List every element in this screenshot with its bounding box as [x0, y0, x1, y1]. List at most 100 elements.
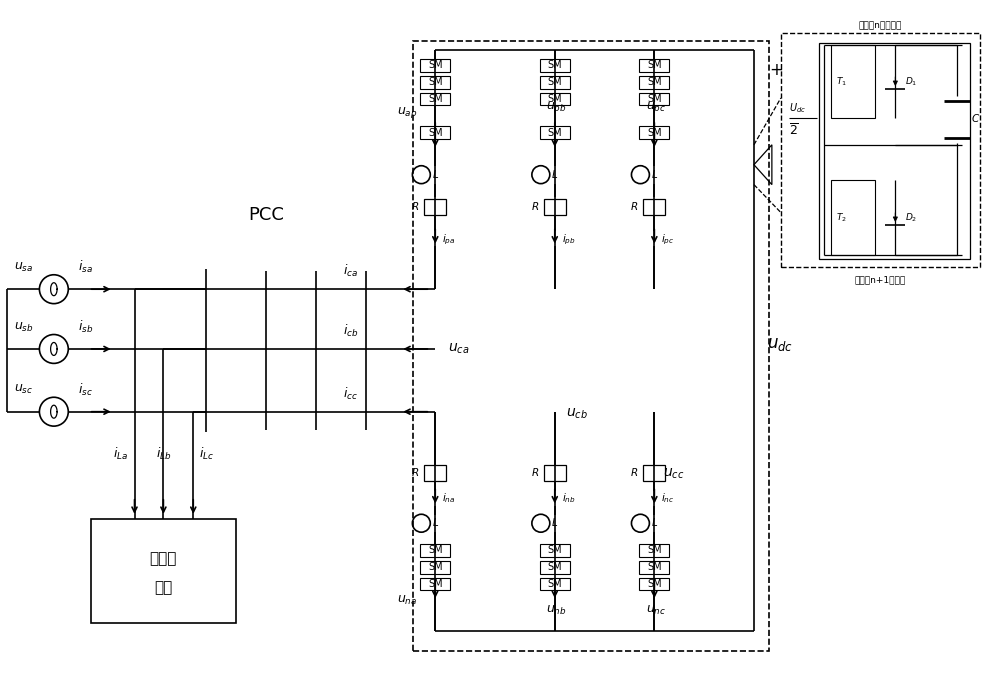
Text: SM: SM: [647, 60, 662, 70]
Text: PCC: PCC: [248, 206, 284, 224]
Text: SM: SM: [428, 128, 443, 138]
Text: 连接至n１子模块: 连接至n１子模块: [859, 22, 902, 31]
Text: $i_{Lb}$: $i_{Lb}$: [156, 446, 171, 462]
Bar: [544, 199, 566, 214]
Text: $u_{na}$: $u_{na}$: [397, 594, 418, 607]
Text: $u_{pb}$: $u_{pb}$: [546, 100, 567, 115]
Text: $i_{Lc}$: $i_{Lc}$: [199, 446, 214, 462]
Bar: [420, 578, 450, 590]
Text: SM: SM: [428, 545, 443, 555]
Bar: [420, 59, 450, 71]
Bar: [540, 561, 570, 574]
Bar: [424, 466, 446, 481]
Bar: [544, 466, 566, 481]
Text: L: L: [432, 518, 438, 528]
Bar: [639, 92, 669, 105]
Text: SM: SM: [547, 94, 562, 104]
Bar: [420, 92, 450, 105]
Text: $u_{ca}$: $u_{ca}$: [448, 342, 470, 356]
Bar: [420, 561, 450, 574]
Text: $i_{pb}$: $i_{pb}$: [562, 233, 575, 247]
Bar: [540, 75, 570, 88]
Text: L: L: [651, 170, 657, 180]
Text: $u_{nc}$: $u_{nc}$: [646, 605, 666, 617]
Text: $D_2$: $D_2$: [905, 211, 918, 224]
Text: SM: SM: [428, 77, 443, 87]
Text: $u_{cc}$: $u_{cc}$: [663, 466, 685, 481]
Bar: [639, 75, 669, 88]
Bar: [831, 45, 875, 118]
Text: $u_{nb}$: $u_{nb}$: [546, 605, 567, 617]
Text: $i_{sa}$: $i_{sa}$: [78, 259, 93, 276]
Text: R: R: [412, 202, 419, 212]
Text: L: L: [651, 518, 657, 528]
Text: $u_{sb}$: $u_{sb}$: [14, 321, 34, 334]
Text: $i_{sb}$: $i_{sb}$: [78, 319, 93, 335]
Text: C: C: [972, 115, 979, 125]
Text: $i_{cc}$: $i_{cc}$: [343, 386, 358, 402]
Text: SM: SM: [647, 562, 662, 572]
Text: $i_{ca}$: $i_{ca}$: [343, 264, 358, 279]
Text: R: R: [631, 202, 638, 212]
Bar: [819, 43, 970, 259]
Bar: [831, 180, 875, 255]
Text: SM: SM: [647, 579, 662, 589]
Text: $i_{cb}$: $i_{cb}$: [343, 323, 358, 339]
Text: L: L: [552, 518, 558, 528]
Bar: [420, 126, 450, 140]
Text: SM: SM: [647, 128, 662, 138]
Text: R: R: [531, 202, 538, 212]
Text: +: +: [769, 61, 783, 79]
Text: 负载: 负载: [154, 580, 173, 595]
Bar: [424, 199, 446, 214]
Text: SM: SM: [547, 60, 562, 70]
Bar: [540, 544, 570, 557]
Text: SM: SM: [547, 579, 562, 589]
Text: SM: SM: [547, 562, 562, 572]
Bar: [639, 561, 669, 574]
Text: R: R: [412, 468, 419, 479]
Text: SM: SM: [647, 545, 662, 555]
Bar: [420, 75, 450, 88]
Text: SM: SM: [428, 94, 443, 104]
Bar: [540, 59, 570, 71]
Text: R: R: [631, 468, 638, 479]
Bar: [540, 126, 570, 140]
Text: $u_{sa}$: $u_{sa}$: [14, 261, 34, 274]
Bar: [540, 92, 570, 105]
Text: $i_{sc}$: $i_{sc}$: [78, 381, 93, 398]
Bar: [643, 199, 665, 214]
Text: $u_{ap}$: $u_{ap}$: [397, 105, 418, 121]
Text: $T_2$: $T_2$: [836, 211, 847, 224]
Text: SM: SM: [547, 545, 562, 555]
Text: L: L: [432, 170, 438, 180]
Text: SM: SM: [428, 60, 443, 70]
Bar: [639, 59, 669, 71]
Text: SM: SM: [547, 77, 562, 87]
Text: $i_{nb}$: $i_{nb}$: [562, 491, 575, 506]
Bar: [639, 578, 669, 590]
Text: $i_{pa}$: $i_{pa}$: [442, 233, 456, 247]
Text: $D_1$: $D_1$: [905, 75, 918, 88]
Bar: [420, 544, 450, 557]
Bar: [91, 519, 236, 623]
Text: $\overline{2}$: $\overline{2}$: [789, 123, 799, 139]
Bar: [781, 33, 980, 268]
Text: $i_{na}$: $i_{na}$: [442, 491, 456, 506]
Text: SM: SM: [647, 77, 662, 87]
Bar: [643, 466, 665, 481]
Bar: [540, 578, 570, 590]
Text: $U_{dc}$: $U_{dc}$: [789, 101, 806, 115]
Text: L: L: [552, 170, 558, 180]
Text: SM: SM: [547, 128, 562, 138]
Text: SM: SM: [428, 579, 443, 589]
Bar: [639, 544, 669, 557]
Text: 连接至n+1子模块: 连接至n+1子模块: [855, 276, 906, 284]
Text: $u_{pc}$: $u_{pc}$: [646, 100, 666, 115]
Text: $T_1$: $T_1$: [836, 75, 847, 88]
Bar: [639, 126, 669, 140]
Text: SM: SM: [647, 94, 662, 104]
Text: $u_{sc}$: $u_{sc}$: [14, 384, 34, 396]
Bar: [413, 41, 769, 650]
Text: $u_{cb}$: $u_{cb}$: [566, 406, 588, 421]
